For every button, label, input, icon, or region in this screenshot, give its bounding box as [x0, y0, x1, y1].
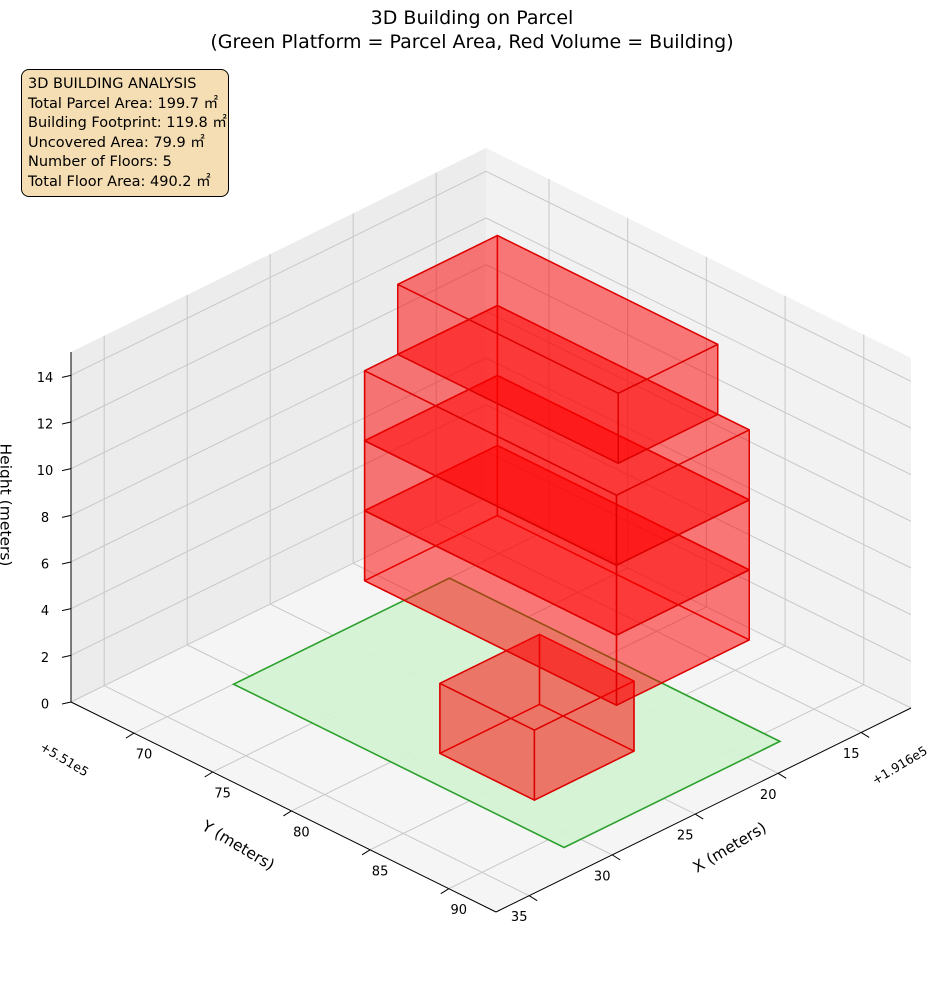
parcel-polygon [231, 577, 782, 849]
pane-back-x [486, 148, 911, 708]
chart-title-line1: 3D Building on Parcel [370, 7, 574, 29]
y-axis-label: Y (meters) [198, 816, 278, 874]
floor-5-face-top [397, 234, 719, 394]
building-volume [363, 234, 750, 801]
grid-back-z-x-6 [485, 357, 912, 569]
floor-3 [363, 374, 750, 636]
x-tick-90 [440, 888, 450, 895]
floor-5 [397, 234, 719, 464]
info-total-floor-area: Total Floor Area: 490.2 ㎡ [28, 173, 211, 190]
grid-floor-y-15 [435, 522, 862, 733]
grid-back-z-y-0 [70, 497, 487, 703]
x-offset-label: +1.916e5 [869, 743, 930, 788]
z-tick-4 [61, 608, 72, 612]
y-tick-label-25: 25 [677, 829, 694, 844]
x-tick-label-70: 70 [136, 748, 153, 763]
grid-back-z-x-8 [485, 310, 912, 522]
grid-back-z-y-6 [70, 357, 487, 563]
grid-back-z-x-0 [485, 497, 912, 709]
info-uncovered-area: Uncovered Area: 79.9 ㎡ [28, 134, 205, 151]
z-tick-label-2: 2 [41, 651, 49, 666]
x-tick-75 [204, 771, 213, 778]
grid-back-z-x-4 [485, 404, 912, 616]
x-tick-label-90: 90 [451, 903, 468, 918]
parcel-platform [231, 577, 782, 849]
z-tick-label-10: 10 [37, 464, 54, 479]
z-tick-label-8: 8 [41, 511, 49, 526]
floor-1 [439, 633, 635, 801]
info-building-footprint: Building Footprint: 119.8 ㎡ [28, 115, 227, 131]
y-tick-label-15: 15 [843, 747, 860, 762]
x-tick-label-85: 85 [372, 864, 389, 879]
z-tick-label-4: 4 [41, 604, 49, 619]
x-tick-label-80: 80 [293, 825, 310, 840]
z-tick-10 [61, 468, 72, 472]
grid-back-z-x-14 [485, 170, 912, 382]
y-tick-15 [860, 732, 870, 738]
x-tick-70 [125, 732, 135, 739]
info-floor-count: Number of Floors: 5 [28, 154, 172, 170]
z-tick-label-0: 0 [41, 698, 49, 713]
z-tick-label-12: 12 [37, 418, 54, 433]
info-parcel-area: Total Parcel Area: 199.7 ㎡ [28, 95, 219, 112]
grid-back-z-x-2 [485, 450, 912, 662]
y-offset-label: +5.51e5 [38, 739, 92, 780]
grid-back-z-y-12 [70, 217, 487, 423]
floor-1-face-top [439, 633, 635, 731]
z-axis-label: Height (meters) [0, 444, 15, 567]
z-tick-label-14: 14 [37, 371, 54, 386]
y-tick-30 [611, 854, 621, 861]
z-tick-2 [61, 654, 72, 658]
y-tick-25 [694, 813, 704, 820]
analysis-info-box: 3D BUILDING ANALYSIS Total Parcel Area: … [21, 69, 229, 197]
y-axis-line [495, 707, 912, 913]
y-tick-label-30: 30 [594, 869, 611, 884]
y-tick-label-20: 20 [760, 788, 777, 803]
grid-back-z-x-12 [485, 217, 912, 429]
x-axis-line [70, 701, 497, 913]
z-tick-8 [61, 514, 72, 518]
floor-4 [363, 304, 750, 566]
z-tick-12 [61, 421, 72, 425]
info-heading: 3D BUILDING ANALYSIS [28, 76, 197, 92]
z-tick-6 [61, 561, 72, 565]
x-tick-80 [283, 810, 292, 817]
floor-2 [363, 444, 750, 706]
z-tick-0 [61, 701, 72, 705]
grid-back-z-y-14 [70, 170, 487, 376]
y-tick-35 [528, 895, 538, 902]
x-tick-label-75: 75 [214, 787, 231, 802]
x-tick-85 [361, 849, 371, 856]
y-tick-label-35: 35 [511, 910, 528, 925]
grid-back-z-x-10 [485, 264, 912, 476]
pane-back-y [71, 148, 486, 702]
grid-back-z-y-4 [70, 404, 487, 610]
y-tick-20 [777, 772, 787, 779]
z-tick-label-6: 6 [41, 558, 49, 573]
grid-back-z-y-10 [70, 264, 487, 470]
z-tick-14 [61, 374, 72, 378]
x-axis-label: X (meters) [690, 819, 770, 877]
axis-lines [61, 352, 912, 913]
chart-title-line2: (Green Platform = Parcel Area, Red Volum… [210, 31, 734, 53]
grid-floor-y-35 [103, 685, 530, 897]
chart-title: 3D Building on Parcel (Green Platform = … [0, 6, 944, 54]
